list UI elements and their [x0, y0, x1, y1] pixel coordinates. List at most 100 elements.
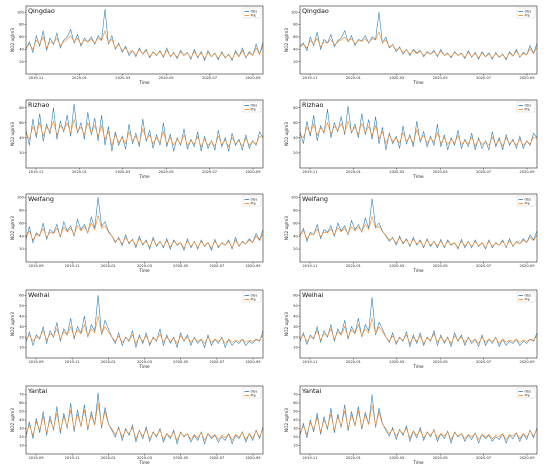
legend-box — [242, 101, 262, 113]
y-tick-label: 40 — [293, 234, 298, 238]
panel-title: Weifang — [28, 195, 54, 203]
x-tick-label: 2019-09 — [28, 456, 44, 460]
x-tick-label: 2020-07 — [476, 170, 491, 174]
x-tick-label: 2020-07 — [209, 264, 224, 268]
y-tick-label: 60 — [293, 401, 298, 405]
x-tick-label: 2020-01 — [346, 360, 361, 364]
chart-svg: 20 40 60 80 2019-11 2020-01 2020-03 2020-05 2020… — [10, 99, 264, 179]
x-tick-label: 2019-11 — [65, 264, 80, 268]
panel-title: Rizhao — [302, 101, 324, 109]
legend-box — [242, 387, 262, 399]
y-tick-label: 20 — [293, 435, 298, 439]
legend-label-obs: Obs — [251, 390, 258, 394]
y-axis-label: NO2 ug/m3 — [10, 312, 15, 336]
panel-title: Weifang — [302, 195, 328, 203]
y-tick-label: 80 — [19, 23, 24, 27]
x-tick-label: 2020-01 — [72, 76, 87, 80]
x-tick-label: 2020-07 — [476, 360, 491, 364]
x-tick-label: 2020-05 — [433, 76, 448, 80]
x-tick-label: 2020-07 — [209, 456, 224, 460]
x-tick-label: 2020-09 — [245, 264, 261, 268]
x-tick-label: 2019-11 — [65, 456, 80, 460]
x-tick-label: 2020-07 — [476, 456, 491, 460]
legend-box — [516, 195, 536, 207]
x-tick-label: 2020-01 — [101, 456, 116, 460]
y-axis-label: NO2 ug/m3 — [10, 216, 15, 240]
legend-box — [242, 195, 262, 207]
legend-label-obs: Obs — [251, 104, 258, 108]
x-tick-label: 2020-03 — [137, 456, 152, 460]
y-tick-label: 40 — [19, 418, 24, 422]
y-tick-label: 40 — [19, 314, 24, 318]
y-tick-label: 80 — [293, 23, 298, 27]
y-tick-label: 100 — [291, 10, 299, 14]
y-tick-label: 60 — [293, 121, 298, 125]
x-tick-label: 2019-11 — [302, 264, 317, 268]
x-tick-label: 2020-03 — [389, 264, 404, 268]
x-tick-label: 2019-09 — [28, 360, 44, 364]
x-tick-label: 2020-03 — [137, 264, 152, 268]
y-tick-label: 40 — [293, 136, 298, 140]
legend-label-obs: Obs — [525, 10, 532, 14]
y-tick-label: 20 — [293, 335, 298, 339]
x-tick-label: 2020-03 — [115, 76, 130, 80]
series-line-obs — [25, 392, 264, 445]
x-tick-label: 2019-09 — [28, 264, 44, 268]
x-tick-label: 2020-05 — [159, 170, 174, 174]
legend-label-pre: Pre — [251, 202, 256, 206]
x-axis-label: Time — [412, 174, 424, 179]
y-tick-label: 20 — [19, 60, 24, 64]
y-tick-label: 100 — [17, 10, 25, 14]
x-tick-label: 2020-09 — [519, 360, 535, 364]
series-line-pre — [25, 215, 264, 250]
x-tick-label: 2019-11 — [302, 456, 317, 460]
y-tick-label: 20 — [293, 247, 298, 251]
plot-frame — [25, 5, 264, 75]
x-tick-label: 2020-09 — [519, 170, 535, 174]
x-tick-label: 2020-03 — [389, 360, 404, 364]
series-line-pre — [299, 31, 538, 59]
series-line-pre — [299, 404, 538, 441]
plot-frame — [25, 99, 264, 169]
x-tick-label: 2020-09 — [245, 170, 261, 174]
y-tick-label: 10 — [19, 444, 24, 448]
panel-title: Weihai — [302, 291, 324, 299]
plot-frame — [299, 193, 538, 263]
y-tick-label: 20 — [19, 335, 24, 339]
y-axis-label: NO2 ug/m3 — [284, 312, 289, 336]
y-axis-label: NO2 ug/m3 — [10, 408, 15, 432]
chart-svg: 10 20 30 40 50 60 70 2019-09 2019-11 2020-01 2020-… — [10, 385, 264, 465]
legend-label-pre: Pre — [525, 394, 530, 398]
x-tick-label: 2020-07 — [476, 76, 491, 80]
chart-panel-yantai-left: 10 20 30 40 50 60 70 2019-09 2019-11 2020-01 2020-… — [8, 382, 268, 466]
legend-label-pre: Pre — [525, 202, 530, 206]
chart-svg: 20 40 60 80 100 2019-11 2020-01 2020-03 2020-05 2… — [10, 5, 264, 85]
x-axis-label: Time — [138, 460, 150, 465]
y-tick-label: 60 — [19, 221, 24, 225]
series-line-pre — [299, 120, 538, 147]
chart-svg: 20 40 60 80 2019-11 2020-01 2020-03 2020-05 2020… — [284, 99, 538, 179]
legend-label-pre: Pre — [525, 108, 530, 112]
legend-label-obs: Obs — [251, 198, 258, 202]
chart-panel-rizhao-right: 20 40 60 80 2019-11 2020-01 2020-03 2020-05 2020… — [282, 96, 542, 180]
x-tick-label: 2020-01 — [346, 170, 361, 174]
y-tick-label: 70 — [19, 393, 24, 397]
y-tick-label: 50 — [19, 410, 24, 414]
chart-svg: 20 40 60 80 100 2019-11 2020-01 2020-03 2020-05 2… — [284, 5, 538, 85]
x-tick-label: 2020-05 — [173, 360, 188, 364]
chart-panel-yantai-right: 10 20 30 40 50 60 70 2019-11 2020-01 2020-03 2020-… — [282, 382, 542, 466]
x-tick-label: 2019-11 — [302, 360, 317, 364]
plot-frame — [25, 385, 264, 455]
panel-title: Rizhao — [28, 101, 50, 109]
x-tick-label: 2020-07 — [476, 264, 491, 268]
panel-title: Yantai — [301, 387, 321, 395]
panel-title: Weihai — [28, 291, 50, 299]
x-axis-label: Time — [138, 174, 150, 179]
y-tick-label: 40 — [293, 314, 298, 318]
y-tick-label: 30 — [19, 427, 24, 431]
y-tick-label: 60 — [293, 221, 298, 225]
x-tick-label: 2020-05 — [173, 456, 188, 460]
x-tick-label: 2020-05 — [173, 264, 188, 268]
y-axis-label: NO2 ug/m3 — [284, 216, 289, 240]
